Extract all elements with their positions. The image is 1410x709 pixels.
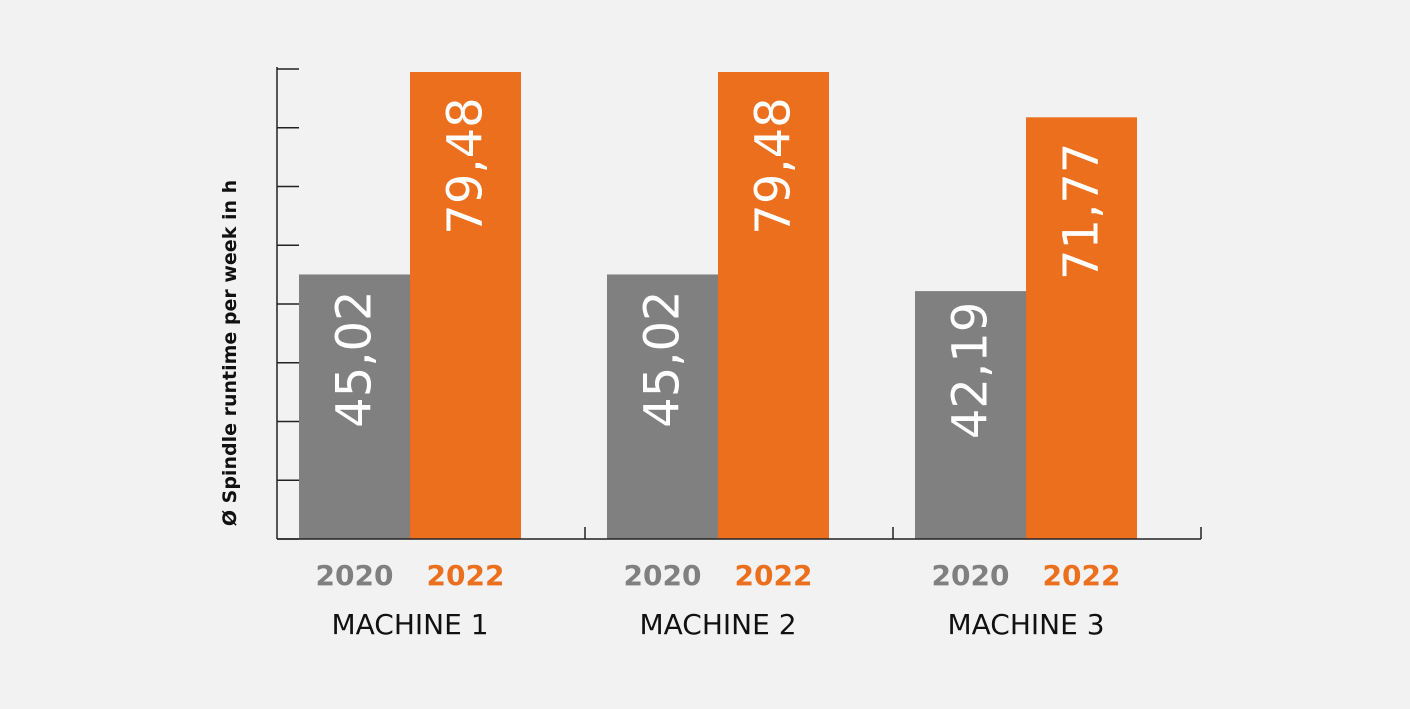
bar-2022-machine-3 (1026, 117, 1137, 540)
category-label-machine-3: MACHINE 3 (947, 608, 1104, 641)
bar-2020-machine-2 (607, 274, 718, 539)
x-axis (277, 527, 1202, 540)
data-label-2022-machine-3: 71,77 (1054, 143, 1110, 280)
bars (299, 72, 1137, 540)
series-label-2020-machine-3: 2020 (932, 559, 1010, 592)
category-label-machine-1: MACHINE 1 (331, 608, 488, 641)
data-label-2020-machine-3: 42,19 (943, 302, 999, 439)
data-label-2022-machine-2: 79,48 (746, 97, 802, 234)
series-label-2022-machine-2: 2022 (735, 559, 813, 592)
bar-2022-machine-1 (410, 72, 521, 539)
bar-2020-machine-3 (915, 291, 1026, 539)
category-label-machine-2: MACHINE 2 (639, 608, 796, 641)
series-label-2020-machine-1: 2020 (316, 559, 394, 592)
bar-2020-machine-1 (299, 274, 410, 539)
series-label-2022-machine-3: 2022 (1043, 559, 1121, 592)
data-label-2020-machine-1: 45,02 (327, 290, 383, 427)
y-axis-title: Ø Spindle runtime per week in h (219, 180, 241, 526)
y-axis (276, 66, 299, 540)
bar-2022-machine-2 (718, 72, 829, 539)
series-label-2020-machine-2: 2020 (624, 559, 702, 592)
labels: 45,02 2020 79,48 2022 MACHINE 1 45,02 2020 79,4… (316, 97, 1121, 641)
data-label-2022-machine-1: 79,48 (438, 97, 494, 234)
series-label-2022-machine-1: 2022 (427, 559, 505, 592)
data-label-2020-machine-2: 45,02 (635, 290, 691, 427)
